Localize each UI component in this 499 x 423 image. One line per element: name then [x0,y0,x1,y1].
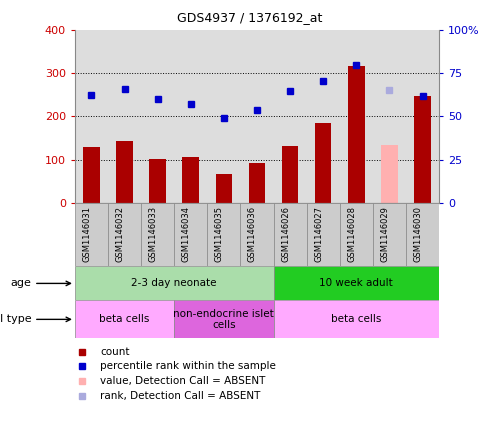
Text: GSM1146031: GSM1146031 [82,206,91,262]
Text: age: age [10,278,70,288]
Bar [75,203,108,266]
Bar [75,300,174,338]
Text: value, Detection Call = ABSENT: value, Detection Call = ABSENT [100,376,266,386]
Bar [241,203,273,266]
Bar [273,300,439,338]
Bar [373,203,406,266]
Bar [174,300,273,338]
Bar [406,203,439,266]
Text: GDS4937 / 1376192_at: GDS4937 / 1376192_at [177,11,322,24]
Text: GSM1146026: GSM1146026 [281,206,290,262]
Bar [381,145,398,203]
Text: non-endocrine islet
cells: non-endocrine islet cells [174,308,274,330]
Bar [149,159,166,203]
Bar [75,266,273,300]
Text: beta cells: beta cells [331,314,382,324]
Text: GSM1146036: GSM1146036 [248,206,257,262]
Bar [282,146,298,203]
Text: GSM1146034: GSM1146034 [182,206,191,262]
Bar [83,147,100,203]
Bar [273,203,307,266]
Bar [183,157,199,203]
Text: GSM1146028: GSM1146028 [347,206,356,262]
Text: GSM1146030: GSM1146030 [414,206,423,262]
Bar [141,203,174,266]
Text: 2-3 day neonate: 2-3 day neonate [131,278,217,288]
Bar [216,173,232,203]
Text: cell type: cell type [0,314,70,324]
Bar [207,203,241,266]
Text: GSM1146032: GSM1146032 [116,206,125,262]
Text: GSM1146027: GSM1146027 [314,206,323,262]
Bar [108,203,141,266]
Bar [348,66,365,203]
Bar [340,203,373,266]
Text: 10 week adult: 10 week adult [319,278,393,288]
Text: rank, Detection Call = ABSENT: rank, Detection Call = ABSENT [100,391,260,401]
Bar [249,163,265,203]
Bar [273,266,439,300]
Bar [315,123,331,203]
Bar [116,141,133,203]
Bar [307,203,340,266]
Text: GSM1146035: GSM1146035 [215,206,224,262]
Bar [414,96,431,203]
Text: percentile rank within the sample: percentile rank within the sample [100,361,276,371]
Text: count: count [100,346,130,357]
Bar [174,203,207,266]
Text: GSM1146033: GSM1146033 [149,206,158,262]
Text: beta cells: beta cells [99,314,150,324]
Text: GSM1146029: GSM1146029 [380,206,389,262]
